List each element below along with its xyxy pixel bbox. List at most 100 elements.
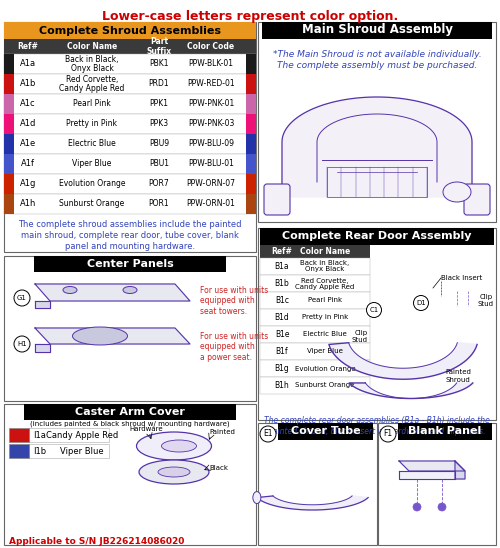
- Text: Part
Suffix: Part Suffix: [146, 37, 172, 55]
- Bar: [4, 194, 14, 214]
- Text: Back in Black,
Onyx Black: Back in Black, Onyx Black: [300, 260, 350, 272]
- Ellipse shape: [162, 440, 196, 452]
- Ellipse shape: [158, 467, 190, 477]
- Bar: [4, 54, 14, 74]
- Bar: [278, 423, 373, 440]
- Bar: [9, 444, 29, 458]
- Bar: [260, 228, 494, 245]
- Text: I1b: I1b: [34, 447, 46, 455]
- Polygon shape: [35, 328, 190, 344]
- Bar: [4, 194, 256, 214]
- Bar: [260, 377, 370, 394]
- Text: A1a: A1a: [20, 60, 36, 68]
- Polygon shape: [399, 471, 455, 479]
- Text: Ref#: Ref#: [18, 42, 38, 51]
- Circle shape: [14, 336, 30, 352]
- Text: Sunburst Orange: Sunburst Orange: [296, 383, 354, 389]
- Circle shape: [413, 503, 421, 511]
- Text: PPW-BLU-01: PPW-BLU-01: [188, 159, 234, 168]
- Text: Main Shroud Assembly: Main Shroud Assembly: [302, 24, 452, 37]
- Polygon shape: [455, 461, 465, 479]
- Text: Electric Blue: Electric Blue: [303, 332, 347, 338]
- Bar: [260, 275, 370, 292]
- Bar: [260, 258, 370, 275]
- Bar: [4, 134, 256, 154]
- Text: Electric Blue: Electric Blue: [68, 140, 116, 149]
- Bar: [24, 404, 236, 420]
- Text: PPW-ORN-07: PPW-ORN-07: [186, 180, 236, 189]
- Circle shape: [438, 503, 446, 511]
- Bar: [260, 343, 370, 360]
- Text: Cover Tube: Cover Tube: [290, 426, 360, 436]
- Text: PPK1: PPK1: [150, 100, 169, 109]
- Text: The complete rear door assemblies (B1a - B1h) include the
painted shroud, black : The complete rear door assemblies (B1a -…: [264, 416, 490, 436]
- Text: Pretty in Pink: Pretty in Pink: [302, 315, 348, 321]
- Bar: [398, 423, 492, 440]
- Bar: [246, 134, 256, 154]
- Bar: [260, 245, 370, 258]
- Text: H1: H1: [17, 341, 27, 347]
- Text: Color Name: Color Name: [67, 42, 117, 51]
- Circle shape: [414, 295, 428, 311]
- Text: For use with units
equipped with
seat towers.: For use with units equipped with seat to…: [200, 286, 268, 316]
- Polygon shape: [35, 284, 190, 301]
- Text: Pretty in Pink: Pretty in Pink: [66, 119, 118, 128]
- Text: PBK1: PBK1: [149, 60, 169, 68]
- Text: A1h: A1h: [20, 199, 36, 208]
- Text: C1: C1: [370, 307, 378, 313]
- Text: POR1: POR1: [148, 199, 170, 208]
- Text: Evolution Orange: Evolution Orange: [294, 366, 356, 372]
- Text: Hardware: Hardware: [129, 426, 162, 432]
- Text: A1g: A1g: [20, 180, 36, 189]
- Text: Viper Blue: Viper Blue: [72, 159, 112, 168]
- Bar: [4, 174, 14, 194]
- Text: (includes painted & black shroud w/ mounting hardware): (includes painted & black shroud w/ moun…: [30, 421, 230, 427]
- Text: PPW-BLU-09: PPW-BLU-09: [188, 140, 234, 149]
- Bar: [34, 256, 226, 272]
- Text: Blank Panel: Blank Panel: [408, 426, 482, 436]
- Bar: [246, 54, 256, 74]
- Text: A1e: A1e: [20, 140, 36, 149]
- Text: B1g: B1g: [274, 364, 289, 373]
- Text: Black: Black: [209, 465, 228, 471]
- Bar: [4, 54, 256, 74]
- Text: E1: E1: [263, 430, 273, 438]
- Bar: [4, 114, 256, 134]
- Text: PRD1: PRD1: [148, 79, 170, 88]
- Bar: [4, 74, 14, 94]
- Text: Back in Black,
Onyx Black: Back in Black, Onyx Black: [65, 55, 119, 73]
- Polygon shape: [399, 461, 465, 471]
- Bar: [378, 423, 496, 545]
- Bar: [246, 154, 256, 174]
- Text: A1d: A1d: [20, 119, 36, 128]
- Bar: [246, 114, 256, 134]
- Text: B1a: B1a: [274, 262, 289, 271]
- Polygon shape: [349, 383, 473, 398]
- Bar: [4, 114, 14, 134]
- Text: PPW-PNK-03: PPW-PNK-03: [188, 119, 234, 128]
- Text: Clip
Stud: Clip Stud: [478, 294, 494, 306]
- Text: Painted: Painted: [209, 429, 235, 435]
- Text: The complete shroud assemblies include the painted
main shroud, complete rear do: The complete shroud assemblies include t…: [18, 220, 242, 251]
- Text: Red Corvette,
Candy Apple Red: Red Corvette, Candy Apple Red: [60, 75, 124, 93]
- Text: Painted
Shroud: Painted Shroud: [445, 369, 471, 383]
- Polygon shape: [282, 97, 472, 197]
- FancyBboxPatch shape: [464, 184, 490, 215]
- Text: Pearl Pink: Pearl Pink: [73, 100, 111, 109]
- Bar: [260, 292, 370, 309]
- Ellipse shape: [443, 182, 471, 202]
- Circle shape: [14, 290, 30, 306]
- Text: G1: G1: [17, 295, 27, 301]
- Bar: [327, 167, 427, 197]
- Text: Complete Shroud Assemblies: Complete Shroud Assemblies: [39, 26, 221, 36]
- Text: Clip
Stud: Clip Stud: [352, 329, 368, 342]
- Text: Color Code: Color Code: [188, 42, 234, 51]
- Bar: [260, 326, 370, 343]
- Text: B1f: B1f: [276, 347, 288, 356]
- Bar: [258, 423, 377, 545]
- Text: For use with units
equipped with
a power seat.: For use with units equipped with a power…: [200, 332, 268, 362]
- Bar: [260, 309, 370, 326]
- Text: Viper Blue: Viper Blue: [60, 447, 104, 455]
- Text: POR7: POR7: [148, 180, 170, 189]
- Bar: [246, 94, 256, 114]
